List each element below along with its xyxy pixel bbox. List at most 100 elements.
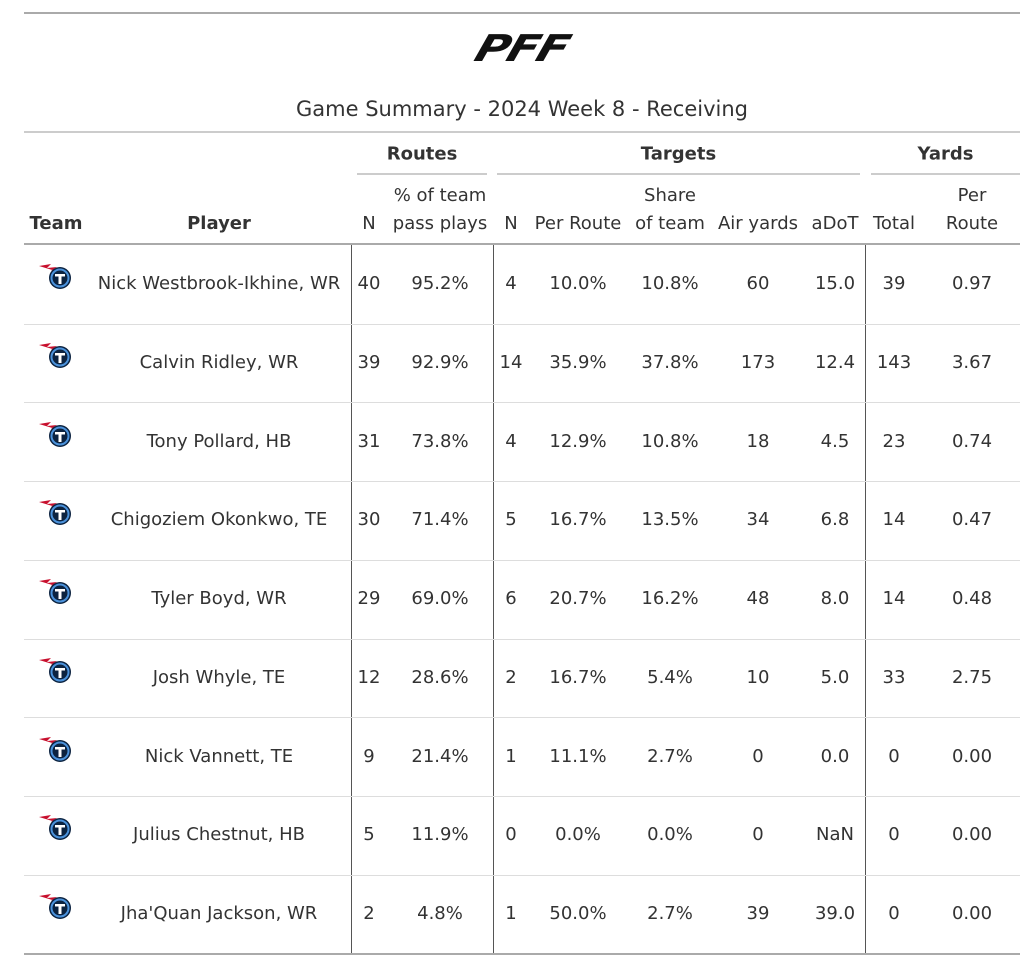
column-header: N (362, 213, 376, 234)
cell: 0.74 (951, 430, 993, 452)
player-name: Julius Chestnut, HB (133, 824, 305, 846)
cell: 13.5% (641, 509, 699, 531)
cell: 92.9% (411, 352, 469, 374)
column-header: N (504, 213, 518, 234)
row-rule (24, 795, 1020, 797)
team-logo (39, 343, 71, 369)
cell: 0.47 (951, 509, 993, 531)
team-logo (39, 815, 71, 841)
group-underline (871, 173, 1020, 175)
cell: 39.0 (814, 902, 856, 924)
cell: NaN (816, 824, 854, 846)
cell: 0.48 (951, 588, 993, 610)
cell: 12.4 (814, 352, 856, 374)
player-name: Jha'Quan Jackson, WR (120, 902, 318, 924)
cell: 73.8% (411, 430, 469, 452)
cell: 20.7% (549, 588, 607, 610)
bottom-rule (24, 953, 1020, 955)
player-name: Tony Pollard, HB (146, 430, 292, 452)
column-header: Team (29, 213, 83, 234)
cell: 16.7% (549, 666, 607, 688)
cell: 71.4% (411, 509, 469, 531)
team-logo (39, 657, 71, 683)
cell: 0.00 (951, 902, 993, 924)
cell: 33 (882, 666, 906, 688)
cell: 39 (746, 902, 770, 924)
cell: 15.0 (814, 273, 856, 295)
cell: 5.0 (820, 666, 850, 688)
cell: 31 (357, 430, 381, 452)
player-name: Calvin Ridley, WR (139, 352, 299, 374)
cell: 10.8% (641, 430, 699, 452)
group-header: Targets (640, 143, 717, 165)
header-rule (24, 131, 1020, 133)
group-underline (497, 173, 860, 175)
cell: 50.0% (549, 902, 607, 924)
cell: 2.7% (647, 745, 693, 767)
cell: 12.9% (549, 430, 607, 452)
cell: 4 (505, 273, 517, 295)
row-rule (24, 481, 1020, 483)
cell: 1 (505, 902, 517, 924)
cell: 16.2% (641, 588, 699, 610)
cell: 0.97 (951, 273, 993, 295)
cell: 11.1% (549, 745, 607, 767)
team-logo (39, 736, 71, 762)
cell: 37.8% (641, 352, 699, 374)
cell: 69.0% (411, 588, 469, 610)
player-name: Josh Whyle, TE (152, 666, 286, 688)
cell: 48 (746, 588, 770, 610)
column-header: aDoT (811, 213, 859, 234)
row-rule (24, 559, 1020, 561)
team-logo (39, 500, 71, 526)
subtitle: Game Summary - 2024 Week 8 - Receiving (296, 97, 748, 121)
cell: 16.7% (549, 509, 607, 531)
team-logo (39, 421, 71, 447)
cell: 1 (505, 745, 517, 767)
cell: 8.0 (820, 588, 850, 610)
column-divider (351, 245, 352, 953)
group-header: Routes (386, 143, 458, 165)
cell: 39 (357, 352, 381, 374)
cell: 34 (746, 509, 770, 531)
cell: 10.0% (549, 273, 607, 295)
cell: 5.4% (647, 666, 693, 688)
column-divider (865, 245, 866, 953)
column-header: Per Route (945, 185, 999, 234)
column-header: Per Route (534, 213, 622, 234)
cell: 2 (505, 666, 517, 688)
row-rule (24, 874, 1020, 876)
cell: 60 (746, 273, 770, 295)
cell: 35.9% (549, 352, 607, 374)
cell: 39 (882, 273, 906, 295)
cell: 21.4% (411, 745, 469, 767)
column-divider (493, 245, 494, 953)
cell: 23 (882, 430, 906, 452)
cell: 0.00 (951, 745, 993, 767)
cell: 11.9% (411, 824, 469, 846)
cell: 40 (357, 273, 381, 295)
cell: 2.7% (647, 902, 693, 924)
column-header: Total (872, 213, 916, 234)
row-rule (24, 323, 1020, 325)
cell: 143 (876, 352, 912, 374)
group-underline (357, 173, 487, 175)
cell: 0 (888, 902, 900, 924)
column-header: % of team pass plays (392, 185, 488, 234)
cell: 6.8 (820, 509, 850, 531)
cell: 5 (363, 824, 375, 846)
cell: 4 (505, 430, 517, 452)
cell: 14 (882, 509, 906, 531)
cell: 10.8% (641, 273, 699, 295)
top-rule (24, 12, 1020, 14)
row-rule (24, 638, 1020, 640)
cell: 30 (357, 509, 381, 531)
cell: 14 (882, 588, 906, 610)
cell: 0.00 (951, 824, 993, 846)
cell: 10 (746, 666, 770, 688)
cell: 14 (499, 352, 523, 374)
cell: 9 (363, 745, 375, 767)
cell: 29 (357, 588, 381, 610)
player-name: Tyler Boyd, WR (151, 588, 287, 610)
